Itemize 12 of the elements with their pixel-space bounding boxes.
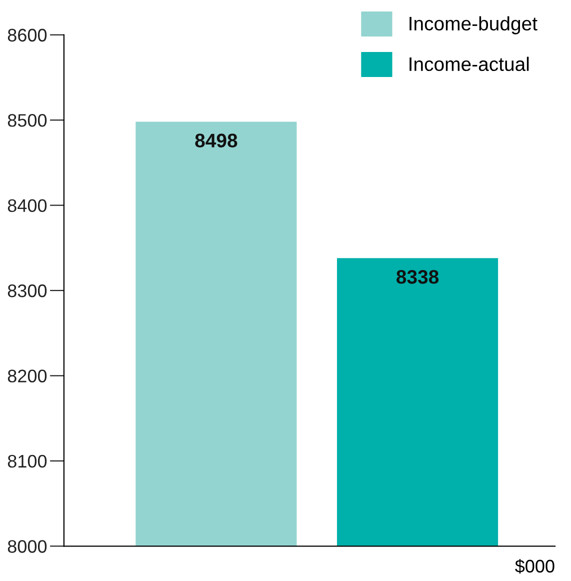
legend-label: Income-budget bbox=[410, 16, 538, 34]
legend-label: Income-actual bbox=[410, 56, 529, 72]
y-tick-label: 8600 bbox=[8, 28, 47, 42]
y-tick-label: 8100 bbox=[8, 454, 47, 468]
y-tick-label: 8500 bbox=[8, 114, 47, 127]
data-label: 8498 bbox=[195, 134, 238, 148]
x-axis-title: $000 bbox=[515, 559, 554, 574]
y-tick-label: 8200 bbox=[8, 370, 47, 382]
y-tick-label: 8400 bbox=[8, 199, 47, 212]
data-label: 8338 bbox=[396, 270, 439, 284]
y-tick-label: 8300 bbox=[8, 284, 47, 298]
y-tick-label: 8000 bbox=[8, 540, 47, 553]
